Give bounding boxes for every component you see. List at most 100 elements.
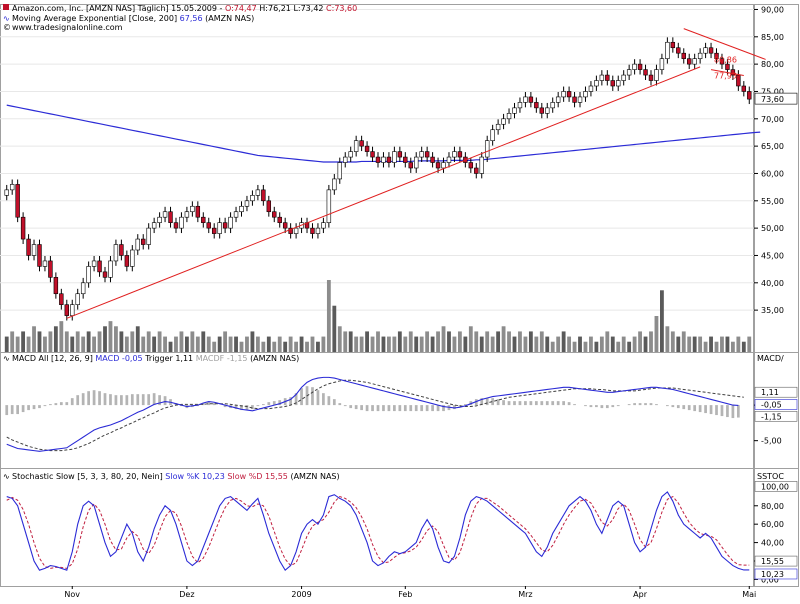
macd-tick-label: -5,00 [761,437,782,446]
stoch-value-label: 15,55 [761,557,784,566]
candle-body [179,216,184,229]
volume-bar [392,336,397,352]
trendline [710,69,744,76]
price-tick-label: 90,00 [761,5,784,14]
price-tick-label: 65,00 [761,142,784,151]
candle-body [397,151,403,158]
volume-bar [326,280,331,352]
macd-axis-title: MACD/ [757,354,784,363]
candle-body [9,184,15,191]
candle-body [162,211,168,218]
volume-bar [114,326,118,352]
volume-bar [660,290,664,352]
candle-body [211,227,217,234]
candle-body [403,156,408,163]
axis-frame-1 [754,352,799,469]
candle-body [184,211,190,218]
volume-bar [4,336,9,352]
candle-body [408,162,413,169]
volume-bar [43,336,47,352]
volume-bar [157,331,162,352]
trendline [683,28,766,60]
candle-body [293,227,299,234]
price-tick-label: 70,00 [761,115,784,124]
candle-body [310,227,315,234]
candle-body [495,123,501,131]
volume-bar [86,331,91,352]
candle-body [348,151,353,158]
candle-body [26,238,31,256]
volume-bar [578,336,582,352]
macd-value-box [754,410,798,422]
candle-body [643,69,648,76]
candle-body [599,74,605,81]
candle-body [424,151,430,158]
volume-bar [288,336,293,352]
volume-bar [419,336,424,352]
candle-body [386,156,392,163]
volume-bar [64,331,69,352]
volume-bar [124,336,129,352]
volume-bar [26,336,31,352]
volume-bar [32,326,36,352]
volume-bar [283,341,288,352]
candle-body [572,96,577,103]
candles [4,37,752,321]
candle-body [244,200,250,207]
stoch-tick-label: 80,00 [761,502,784,511]
macd-legend: MACD All [12, 26, 9] MACD -0,05 Trigger … [12,354,299,363]
stoch-header: ∿ Stochastic Slow [5, 3, 3, 80, 20, Nein… [3,472,340,481]
candle-body [124,255,130,267]
candle-body [610,80,615,87]
price-axis: 35,00 40,00 45,00 50,00 55,00 60,00 65,00 70,00… [754,5,798,315]
candle-body [506,113,512,120]
volume-bar [457,331,462,352]
candle-body [353,140,359,152]
volume-bar [447,331,451,352]
candle-body [501,118,506,125]
candle-body [64,304,69,316]
candle-body [195,205,201,218]
volume-bar [103,326,107,352]
volume-bar [501,326,506,352]
candle-body [736,74,741,87]
volume-bar [490,336,495,352]
candle-body [457,151,463,158]
candle-body [222,222,228,229]
candle-body [381,156,386,163]
candle-body [206,222,211,229]
x-tick-label: Dez [179,590,194,599]
volume-bar [474,331,479,352]
volume-bar [550,341,555,352]
candle-body [48,260,53,278]
candle-body [583,91,588,98]
candle-body [359,140,364,147]
volume-bar [387,336,391,352]
candle-body [484,140,490,158]
candle-body [130,249,135,267]
volume-bar [425,331,430,352]
candle-body [168,211,173,223]
candle-body [490,129,495,141]
volume-bar [59,321,64,352]
candle-body [414,156,419,169]
candle-body [697,52,703,59]
volume-bar [130,331,135,352]
volume-bar [496,331,501,352]
stoch-axis-title: SSTOC [757,472,784,481]
main-title: Amazon.com, Inc. [AMZN NAS] Täglich] 15.… [12,4,357,13]
candle-body [528,96,534,103]
volume-bar [343,331,348,352]
volume-bar [709,336,713,352]
volume-bar [430,336,435,352]
volume-bar [692,336,697,352]
volume-bar [348,331,353,352]
candle-body [141,238,146,245]
macd-value-box [754,386,798,398]
candle-body [97,260,102,273]
volume-bar [610,336,615,352]
volume-bar [370,336,375,352]
stoch-value-box [754,481,798,492]
volume-bar [310,336,315,352]
candle-body [479,156,484,174]
